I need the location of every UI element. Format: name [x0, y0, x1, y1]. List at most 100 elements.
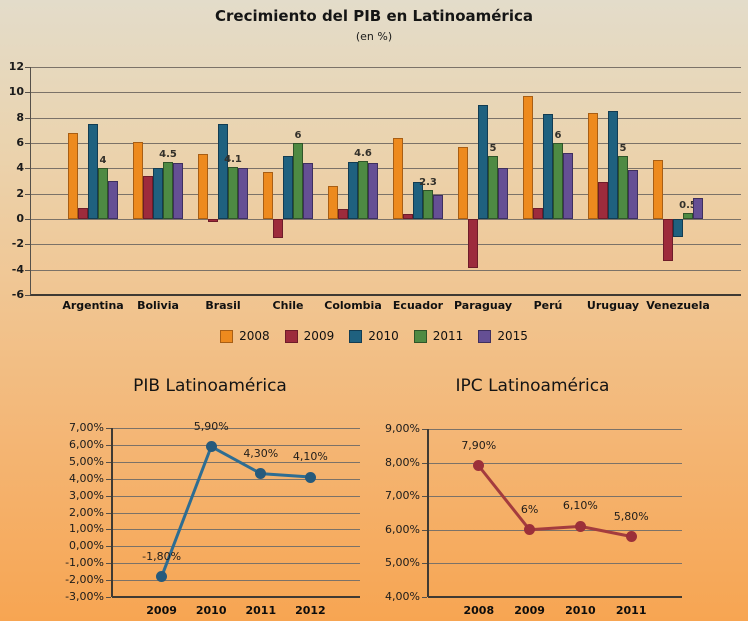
category-label-cell: Colombia: [324, 299, 382, 312]
y-axis-label: 1,00%: [69, 522, 104, 536]
gridline: [112, 563, 360, 565]
category-label: Chile: [272, 299, 304, 312]
bar-colombia-2008: [328, 186, 338, 219]
y-axis-label: 6,00%: [69, 437, 104, 451]
bar-argentina-2010: [88, 124, 98, 219]
bar-bolivia-2011: [163, 162, 173, 219]
category-label-cell: Brasil: [198, 299, 248, 312]
gridline: [112, 495, 360, 497]
y-axis-tick: [106, 428, 111, 429]
legend-swatch-2009: [284, 329, 298, 343]
category-label: Uruguay: [586, 299, 640, 312]
y-axis-label: 0,00%: [69, 539, 104, 553]
gridline: [30, 117, 741, 119]
category-label-cell: Paraguay: [454, 299, 512, 312]
bar-ecuador-2009: [403, 213, 413, 219]
category-label: Bolivia: [137, 299, 179, 312]
y-axis-label: 4: [16, 161, 24, 175]
bar-value-label: 0.5: [679, 199, 697, 211]
y-axis-label: 4,00%: [385, 590, 420, 603]
bar-uruguay-2009: [598, 182, 608, 219]
bar-venezuela-2009: [663, 219, 673, 261]
gridline: [30, 219, 741, 220]
y-axis-label: 5,00%: [69, 454, 104, 468]
data-point-2009: [156, 571, 168, 583]
gridline: [112, 478, 360, 480]
y-axis-label: 5,00%: [385, 556, 420, 570]
bar-chile-2009: [273, 219, 283, 238]
y-axis-tick: [422, 529, 427, 531]
bar-perú-2008: [523, 96, 533, 219]
bar-perú-2011: [553, 143, 563, 219]
y-axis-label: 6: [16, 136, 24, 149]
bar-value-label: 4: [99, 155, 107, 167]
gridline: [30, 67, 741, 68]
bar-uruguay-2011: [618, 155, 628, 219]
data-point-label: 4,10%: [292, 450, 328, 463]
bar-value-label: 5: [619, 142, 627, 154]
gridline: [428, 563, 682, 565]
category-label: Colombia: [324, 299, 382, 312]
y-axis-label: 12: [8, 60, 24, 73]
bar-venezuela-2015: [693, 197, 703, 219]
category-label-cell: Perú: [523, 299, 573, 312]
y-axis-label: 9,00%: [385, 422, 420, 435]
x-axis-label: 2011: [615, 604, 647, 617]
y-axis-label: 7,00%: [385, 489, 420, 503]
y-axis-tick: [25, 219, 30, 220]
gridline: [30, 143, 741, 144]
y-axis-label: 2: [16, 186, 24, 200]
legend-swatch-2015: [478, 329, 492, 343]
y-axis-label: -6: [11, 288, 24, 301]
bar-brasil-2015: [238, 168, 248, 219]
y-axis-label: 6,00%: [385, 522, 420, 536]
bar-group-uruguay: 5: [588, 67, 638, 295]
data-point-label: 6,10%: [562, 499, 598, 513]
x-axis-label: 2010: [565, 604, 596, 617]
bar-venezuela-2011: [683, 212, 693, 219]
category-label-cell: Argentina: [62, 299, 123, 312]
gridline: [112, 596, 360, 598]
y-axis-label: 3,00%: [69, 488, 104, 502]
category-label-cell: Ecuador: [393, 299, 443, 312]
y-axis-label: -1,00%: [65, 556, 104, 570]
y-axis-label: 10: [8, 85, 24, 99]
bar-chile-2010: [283, 155, 293, 219]
bar-paraguay-2010: [478, 105, 488, 219]
y-axis-tick: [106, 580, 111, 582]
bar-bolivia-2015: [173, 163, 183, 219]
y-axis-tick: [25, 193, 30, 195]
data-point-label: 5,90%: [193, 419, 229, 433]
y-axis-tick: [106, 478, 111, 480]
legend-swatch-2010: [349, 329, 363, 343]
bar-perú-2010: [543, 113, 553, 219]
y-axis-label: -2,00%: [65, 573, 104, 587]
bar-brasil-2009: [208, 219, 218, 222]
bar-group-argentina: 4: [68, 67, 118, 295]
bar-brasil-2008: [198, 154, 208, 219]
bar-bolivia-2010: [153, 168, 163, 219]
legend-label-2011: 2011: [432, 329, 464, 343]
bar-perú-2015: [563, 153, 573, 219]
x-axis-label: 2011: [245, 604, 277, 617]
gridline: [112, 546, 360, 548]
y-axis-tick: [25, 269, 30, 271]
y-axis-tick: [422, 496, 427, 498]
gridline: [30, 92, 741, 94]
category-label: Perú: [533, 299, 563, 312]
pib-bar-chart-plot: 12 10 8 6 4 2 0 -2 -4 -6 4 4.5 4.1 6 4.6 2.3 5 6 5 0.5: [9, 60, 741, 301]
category-label: Brasil: [205, 299, 241, 312]
legend-item-2008: 2008: [220, 329, 270, 343]
bar-group-paraguay: 5: [458, 67, 508, 295]
y-axis-line: [111, 428, 113, 597]
legend-label-2010: 2010: [368, 329, 399, 343]
y-axis-tick: [25, 143, 30, 144]
bar-colombia-2009: [338, 208, 348, 219]
legend-label-2008: 2008: [239, 329, 270, 343]
bar-group-venezuela: 0.5: [653, 67, 703, 295]
bar-brasil-2011: [228, 167, 238, 219]
category-label: Paraguay: [454, 299, 512, 312]
y-axis-tick: [25, 92, 30, 94]
x-axis-label: 2010: [195, 604, 227, 617]
